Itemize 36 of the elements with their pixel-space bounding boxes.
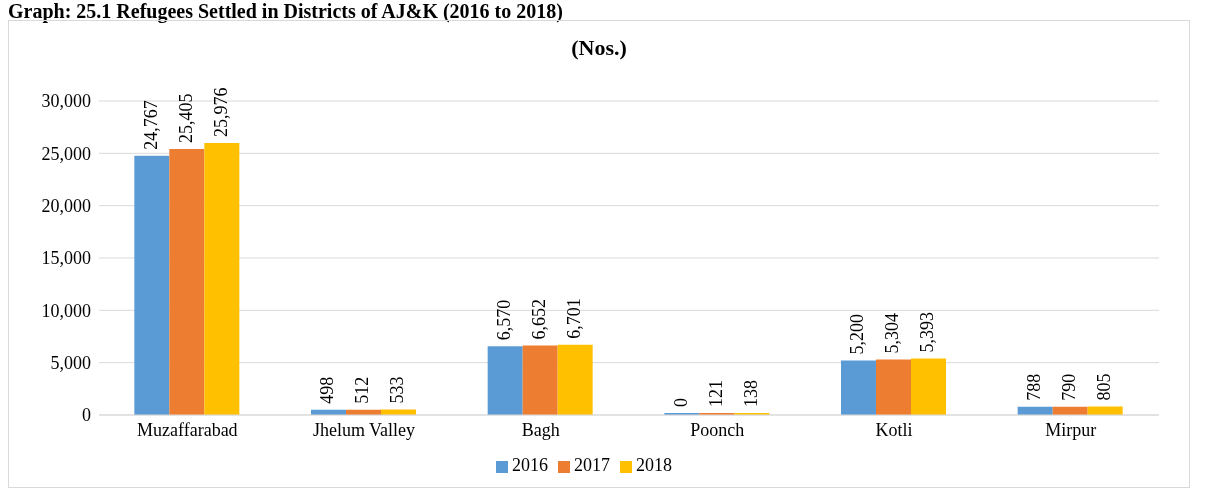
y-tick-label: 0 bbox=[82, 405, 91, 426]
data-label: 5,304 bbox=[882, 312, 903, 354]
x-tick-label: Kotli bbox=[875, 419, 913, 440]
data-label: 24,767 bbox=[140, 100, 161, 150]
x-tick-label: Mirpur bbox=[1045, 419, 1097, 440]
data-label: 6,701 bbox=[564, 298, 585, 339]
data-label: 512 bbox=[352, 376, 373, 404]
data-label: 25,976 bbox=[210, 87, 231, 138]
x-tick-label: Muzaffarabad bbox=[137, 419, 238, 440]
y-tick-label: 5,000 bbox=[50, 353, 91, 374]
y-tick-label: 25,000 bbox=[41, 143, 91, 164]
y-tick-label: 30,000 bbox=[41, 91, 91, 112]
data-label: 788 bbox=[1024, 373, 1045, 401]
data-label: 533 bbox=[387, 376, 408, 404]
x-tick-label: Bagh bbox=[521, 419, 560, 440]
chart-title: Graph: 25.1 Refugees Settled in Districts of AJ&K (2016 to 2018) bbox=[8, 0, 564, 22]
x-tick-label: Jhelum Valley bbox=[312, 419, 416, 440]
data-label: 25,405 bbox=[175, 93, 196, 144]
legend-label: 2018 bbox=[636, 455, 672, 475]
legend-label: 2016 bbox=[512, 455, 548, 475]
data-label: 790 bbox=[1059, 373, 1080, 401]
data-label: 5,200 bbox=[847, 314, 868, 355]
data-label: 121 bbox=[705, 380, 726, 407]
data-label: 0 bbox=[670, 398, 691, 407]
data-label: 138 bbox=[740, 380, 761, 407]
y-tick-label: 15,000 bbox=[41, 248, 91, 269]
y-tick-label: 10,000 bbox=[41, 300, 91, 321]
chart-subtitle: (Nos.) bbox=[570, 35, 628, 61]
data-label: 498 bbox=[317, 376, 338, 404]
data-label: 5,393 bbox=[917, 312, 938, 353]
data-label: 6,570 bbox=[494, 299, 515, 341]
data-label: 805 bbox=[1094, 373, 1115, 401]
data-label: 6,652 bbox=[529, 298, 550, 340]
legend-label: 2017 bbox=[574, 455, 610, 475]
y-tick-label: 20,000 bbox=[41, 196, 91, 217]
x-tick-label: Poonch bbox=[690, 419, 745, 440]
